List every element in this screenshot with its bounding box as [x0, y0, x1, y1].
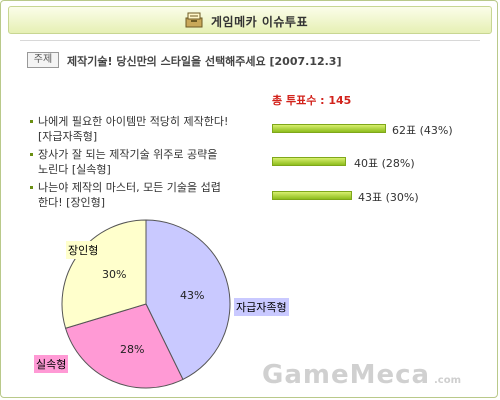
option-text-line1: 나에게 필요한 아이템만 적당히 제작한다!	[38, 115, 229, 128]
result-text-3: 43표 (30%)	[358, 191, 419, 204]
topic-tag: 주제	[27, 52, 59, 68]
result-bar-1	[272, 124, 386, 133]
legend-label-1: 자급자족형	[234, 298, 289, 316]
legend-label-3: 장인형	[66, 241, 101, 259]
poll-option-2[interactable]: 장사가 잘 되는 제작기술 위주로 공략을 노린다 [실속형]	[30, 147, 218, 177]
option-text-line2: [자급자족형]	[38, 130, 98, 143]
result-bar-2	[272, 157, 346, 166]
pie-slice-1	[145, 219, 231, 381]
ballot-box-icon	[185, 12, 203, 28]
bullet-icon	[30, 153, 33, 156]
result-text-2: 40표 (28%)	[354, 157, 415, 170]
result-text-1: 62표 (43%)	[392, 124, 453, 137]
divider	[20, 40, 480, 41]
option-text-line2: 한다! [장인형]	[38, 196, 106, 209]
pie-slice-2	[64, 303, 184, 389]
slice-percent-1: 43%	[180, 289, 205, 302]
bullet-icon	[30, 120, 33, 123]
bullet-icon	[30, 186, 33, 189]
poll-option-3[interactable]: 나는야 제작의 마스터, 모든 기술을 섭렵 한다! [장인형]	[30, 180, 221, 210]
slice-percent-2: 28%	[120, 343, 145, 356]
watermark-suffix: .com	[434, 375, 462, 386]
total-votes: 총 투표수 : 145	[272, 94, 352, 107]
poll-title: 게임메카 이슈투표	[211, 15, 308, 29]
result-bar-3	[272, 191, 352, 200]
option-text-line2: 노린다 [실속형]	[38, 163, 111, 176]
watermark-logo: GameMeca	[262, 360, 431, 390]
poll-option-1[interactable]: 나에게 필요한 아이템만 적당히 제작한다! [자급자족형]	[30, 114, 229, 144]
question-text: 제작기술! 당신만의 스타일을 선택해주세요 [2007.12.3]	[67, 55, 342, 68]
slice-percent-3: 30%	[102, 268, 127, 281]
legend-label-2: 실속형	[34, 355, 69, 373]
option-text-line1: 나는야 제작의 마스터, 모든 기술을 섭렵	[38, 181, 221, 194]
poll-header: 게임메카 이슈투표	[8, 6, 492, 34]
pie-chart	[61, 219, 231, 389]
option-text-line1: 장사가 잘 되는 제작기술 위주로 공략을	[38, 148, 218, 161]
